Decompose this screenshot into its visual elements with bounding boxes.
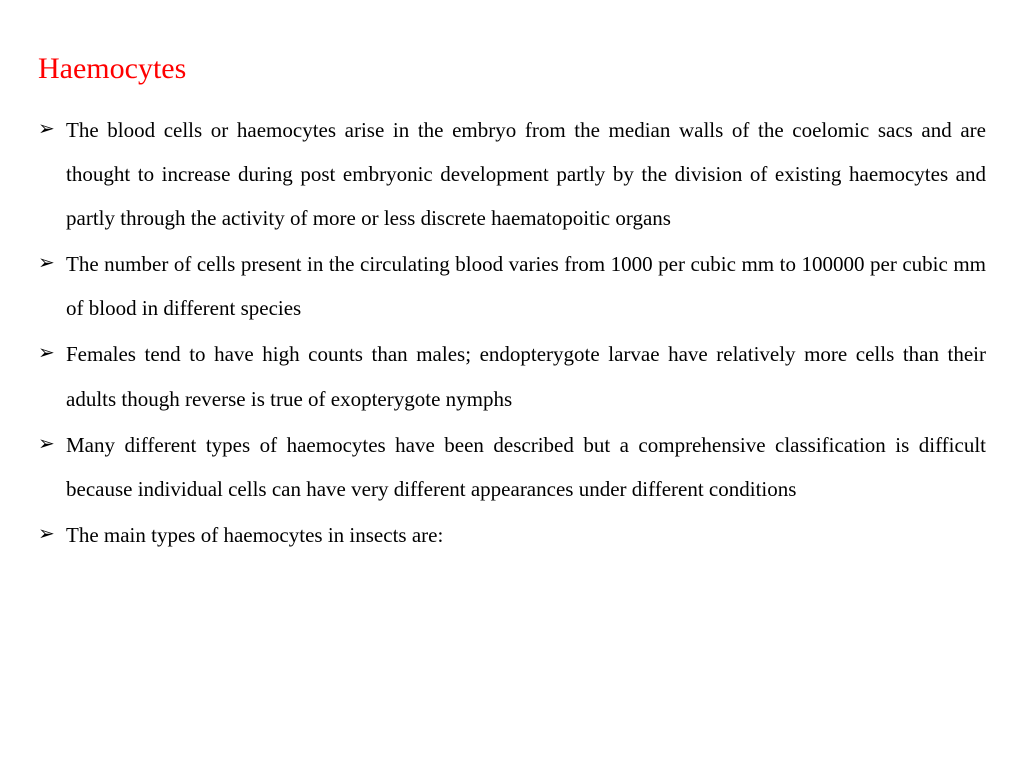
list-item: The number of cells present in the circu…	[38, 242, 986, 330]
list-item: Many different types of haemocytes have …	[38, 423, 986, 511]
bullet-list: The blood cells or haemocytes arise in t…	[38, 108, 986, 557]
list-item: The main types of haemocytes in insects …	[38, 513, 986, 557]
list-item: The blood cells or haemocytes arise in t…	[38, 108, 986, 240]
page-title: Haemocytes	[38, 52, 986, 86]
list-item: Females tend to have high counts than ma…	[38, 332, 986, 420]
